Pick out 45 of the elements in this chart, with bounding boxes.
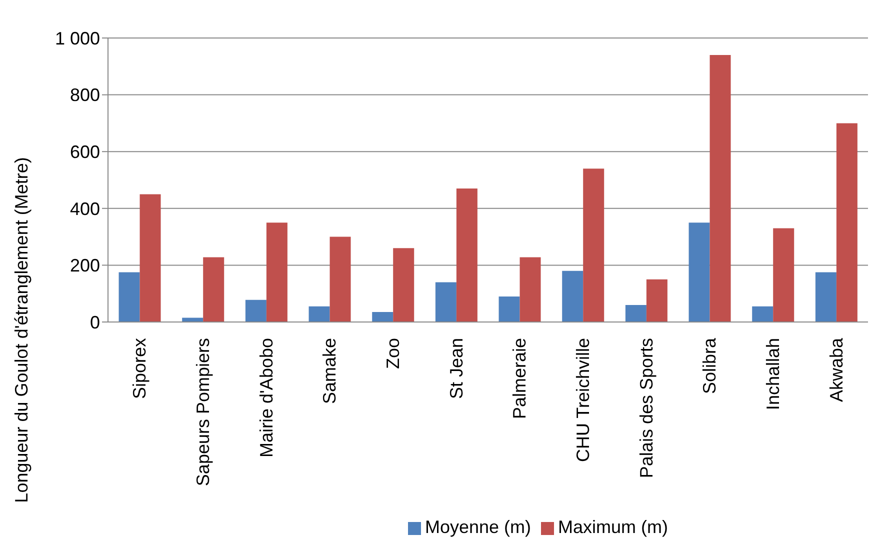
bar — [266, 222, 288, 322]
x-tick-label: Akwaba — [826, 337, 846, 402]
bar — [836, 123, 858, 322]
x-tick-label: Palais des Sports — [636, 338, 656, 478]
x-tick-label: Zoo — [383, 338, 403, 370]
bar — [773, 228, 794, 322]
bar — [456, 188, 478, 322]
bar — [752, 306, 774, 322]
bar — [245, 300, 266, 322]
y-tick-label: 800 — [70, 85, 100, 106]
bar — [815, 272, 836, 322]
bar — [583, 168, 604, 322]
x-tick-label: Siporex — [130, 338, 150, 400]
bar — [625, 304, 646, 322]
bar — [710, 55, 731, 322]
bar — [688, 222, 710, 322]
x-tick-label: St Jean — [446, 338, 466, 400]
y-tick-label: 600 — [70, 142, 100, 162]
bar — [520, 257, 541, 322]
x-tick-label: Palmeraie — [510, 338, 530, 420]
bar — [562, 270, 584, 322]
x-tick-label: Mairie d'Abobo — [256, 338, 276, 458]
legend-label: Maximum (m) — [558, 517, 668, 537]
x-tick-label: Samake — [320, 338, 340, 404]
x-tick-label: Inchallah — [763, 338, 783, 410]
y-axis-title: Longueur du Goulot d'étranglement (Metre) — [11, 157, 32, 503]
x-tick-label: CHU Treichville — [573, 338, 593, 462]
bar — [372, 312, 394, 322]
bar — [330, 236, 351, 322]
y-tick-label: 200 — [70, 256, 100, 276]
legend-label: Moyenne (m) — [424, 517, 532, 537]
bar — [182, 318, 204, 322]
bar — [393, 248, 414, 322]
bar — [646, 279, 668, 322]
bar — [308, 306, 330, 322]
x-tick-label: Sapeurs Pompiers — [193, 338, 213, 486]
x-tick-label: Solibra — [700, 337, 720, 394]
bar — [498, 296, 520, 322]
bar — [435, 282, 456, 322]
bar — [140, 194, 161, 322]
y-tick-label: 0 — [90, 312, 100, 332]
bar — [118, 272, 140, 322]
y-tick-label: 400 — [70, 198, 100, 219]
bar — [203, 257, 224, 322]
y-tick-label: 1 000 — [54, 28, 100, 48]
